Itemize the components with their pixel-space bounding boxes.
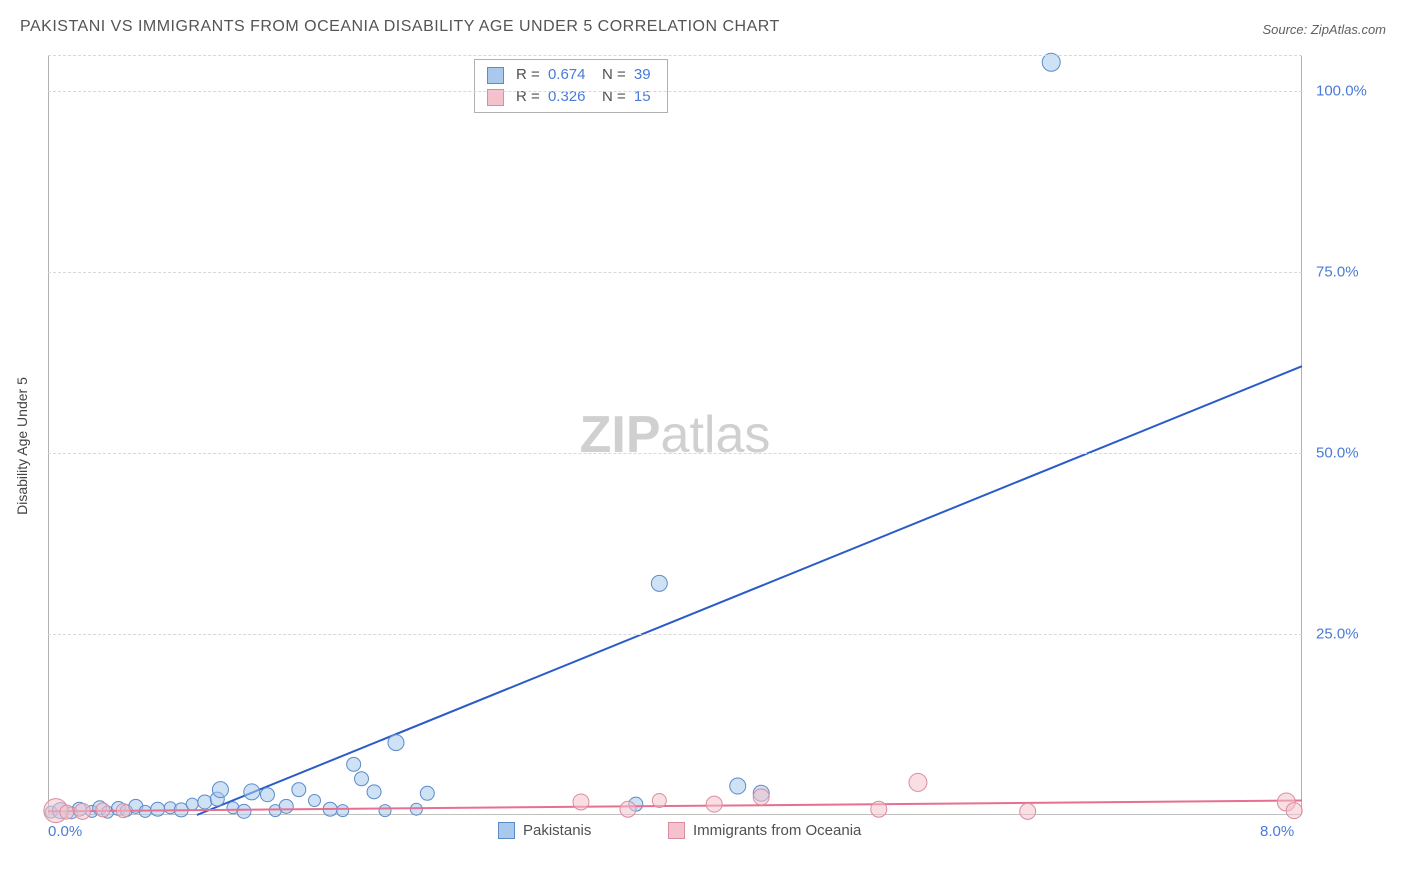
- data-point: [573, 794, 589, 810]
- stats-row: R = 0.326 N = 15: [487, 86, 655, 108]
- legend-label: Immigrants from Oceania: [693, 822, 861, 839]
- data-point: [730, 778, 746, 794]
- data-point: [186, 798, 198, 810]
- chart-title: PAKISTANI VS IMMIGRANTS FROM OCEANIA DIS…: [20, 18, 780, 36]
- data-point: [1286, 803, 1302, 819]
- data-point: [308, 795, 320, 807]
- trend-line: [197, 366, 1302, 815]
- data-point: [388, 735, 404, 751]
- data-point: [1020, 803, 1036, 819]
- data-point: [260, 788, 274, 802]
- source-attribution: Source: ZipAtlas.com: [1262, 22, 1386, 37]
- data-point: [355, 772, 369, 786]
- data-point: [212, 782, 228, 798]
- legend-item: Pakistanis: [498, 822, 591, 839]
- series-swatch: [487, 67, 504, 84]
- legend-label: Pakistanis: [523, 822, 591, 839]
- stat-r-value: 0.326: [548, 86, 586, 108]
- data-point: [420, 786, 434, 800]
- y-tick-label: 25.0%: [1316, 626, 1359, 643]
- gridline: [48, 91, 1302, 92]
- y-tick-label: 50.0%: [1316, 445, 1359, 462]
- correlation-stats-box: R = 0.674 N = 39R = 0.326 N = 15: [474, 59, 668, 113]
- data-point: [237, 804, 251, 818]
- data-point: [151, 802, 165, 816]
- stat-n-value: 39: [634, 64, 651, 86]
- data-point: [871, 801, 887, 817]
- data-point: [244, 784, 260, 800]
- data-point: [198, 795, 212, 809]
- stat-r-value: 0.674: [548, 64, 586, 86]
- data-point: [706, 796, 722, 812]
- stat-n-value: 15: [634, 86, 651, 108]
- y-tick-label: 100.0%: [1316, 83, 1367, 100]
- data-point: [347, 757, 361, 771]
- legend-item: Immigrants from Oceania: [668, 822, 861, 839]
- data-point: [292, 783, 306, 797]
- data-point: [279, 799, 293, 813]
- data-point: [379, 805, 391, 817]
- data-point: [620, 801, 636, 817]
- y-axis-title: Disability Age Under 5: [14, 377, 30, 515]
- stat-r-label: R =: [516, 64, 544, 86]
- stat-r-label: R =: [516, 86, 544, 108]
- data-point: [651, 575, 667, 591]
- data-point: [60, 805, 74, 819]
- legend-swatch: [498, 822, 515, 839]
- data-point: [367, 785, 381, 799]
- gridline: [48, 55, 1302, 56]
- data-point: [909, 773, 927, 791]
- data-point: [652, 794, 666, 808]
- chart-svg: [48, 55, 1302, 814]
- stats-row: R = 0.674 N = 39: [487, 64, 655, 86]
- stat-n-label: N =: [589, 86, 629, 108]
- x-tick-label: 0.0%: [48, 823, 82, 840]
- gridline: [48, 634, 1302, 635]
- data-point: [74, 803, 90, 819]
- stat-n-label: N =: [589, 64, 629, 86]
- data-point: [96, 803, 110, 817]
- x-tick-label: 8.0%: [1260, 823, 1294, 840]
- data-point: [116, 804, 130, 818]
- chart-plot-area: ZIPatlas R = 0.674 N = 39R = 0.326 N = 1…: [48, 55, 1302, 815]
- y-tick-label: 75.0%: [1316, 264, 1359, 281]
- gridline: [48, 453, 1302, 454]
- gridline: [48, 272, 1302, 273]
- data-point: [753, 789, 769, 805]
- data-point: [337, 805, 349, 817]
- legend-swatch: [668, 822, 685, 839]
